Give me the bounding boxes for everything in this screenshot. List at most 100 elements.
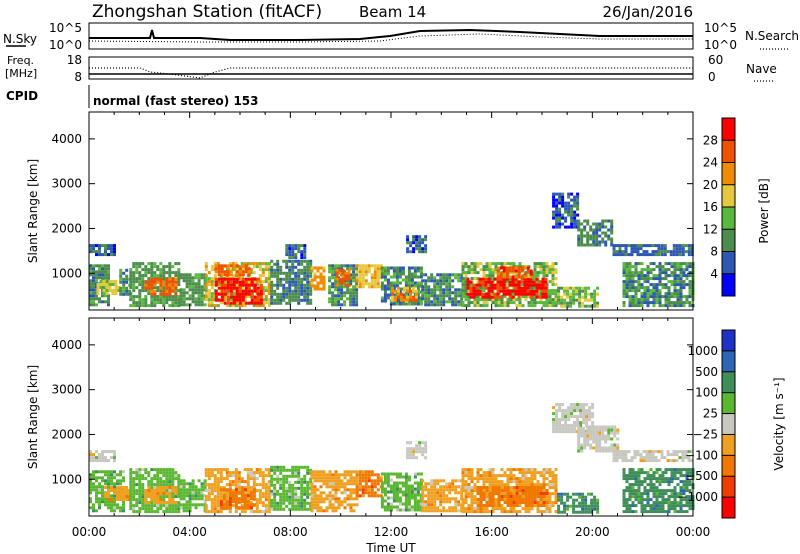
- power-cell: [259, 286, 263, 290]
- power-cell: [306, 262, 310, 266]
- power-cell: [658, 265, 662, 269]
- power-cell: [398, 272, 402, 276]
- power-cell: [552, 216, 556, 220]
- velocity-cell: [270, 507, 274, 511]
- velocity-cell: [593, 495, 597, 499]
- power-cell: [309, 298, 313, 302]
- velocity-cell: [144, 477, 148, 481]
- velocity-cell: [165, 495, 169, 499]
- velocity-cell: [89, 456, 92, 460]
- velocity-cell: [524, 471, 528, 475]
- power-cell: [241, 277, 245, 281]
- velocity-cell: [479, 477, 483, 481]
- power-cell: [392, 272, 396, 276]
- velocity-cell: [413, 472, 417, 476]
- velocity-cell: [177, 510, 181, 514]
- power-cell: [92, 288, 95, 292]
- power-cell: [129, 271, 133, 275]
- velocity-cell: [138, 474, 142, 478]
- power-cell: [291, 268, 295, 272]
- power-cell: [593, 295, 597, 299]
- velocity-cell: [500, 468, 504, 472]
- power-cell: [243, 304, 247, 308]
- velocity-cell: [207, 498, 211, 502]
- velocity-cell: [349, 473, 353, 477]
- power-cell: [386, 269, 390, 273]
- power-cell: [505, 286, 509, 290]
- power-cell: [165, 286, 169, 290]
- power-cell: [532, 280, 536, 284]
- power-cell: [570, 207, 574, 211]
- power-cell: [144, 283, 148, 287]
- power-cell: [544, 283, 548, 287]
- velocity-cell: [509, 498, 513, 502]
- power-cell: [561, 192, 565, 196]
- velocity-cell: [555, 421, 559, 425]
- power-cell: [232, 277, 236, 281]
- power-cell: [334, 288, 338, 292]
- velocity-cell: [188, 482, 192, 486]
- power-cell: [261, 280, 265, 284]
- velocity-cell: [413, 505, 417, 509]
- power-cell: [487, 277, 491, 281]
- power-cell: [99, 286, 103, 289]
- velocity-cell: [228, 491, 232, 495]
- power-cell: [376, 267, 380, 271]
- power-cell: [349, 288, 353, 292]
- power-cell: [676, 283, 680, 287]
- power-cell: [581, 295, 585, 299]
- power-cell: [361, 264, 365, 268]
- velocity-cell: [177, 492, 181, 496]
- velocity-cell: [228, 500, 232, 504]
- power-cell: [509, 277, 513, 281]
- power-cell: [542, 268, 546, 272]
- power-cell: [627, 244, 631, 248]
- power-cell: [678, 244, 682, 248]
- velocity-cell: [279, 492, 283, 496]
- velocity-cell: [367, 485, 371, 489]
- velocity-cell: [119, 495, 123, 498]
- velocity-cell: [461, 477, 465, 481]
- power-cell: [316, 266, 320, 270]
- velocity-cell: [237, 500, 241, 504]
- velocity-cell: [530, 492, 534, 495]
- power-cell: [622, 265, 626, 269]
- velocity-cell: [509, 510, 513, 514]
- power-cell: [395, 281, 399, 285]
- velocity-cell: [418, 444, 422, 448]
- power-cell: [285, 292, 289, 296]
- velocity-cell: [451, 488, 455, 492]
- power-cell: [496, 275, 500, 279]
- power-cell: [655, 286, 659, 290]
- power-cell: [191, 279, 195, 283]
- power-cell: [649, 271, 653, 275]
- power-cell: [95, 279, 98, 283]
- power-cell: [404, 302, 408, 306]
- velocity-cell: [264, 474, 268, 478]
- velocity-cell: [418, 441, 422, 445]
- power-cell: [220, 295, 224, 299]
- power-cell: [383, 287, 387, 291]
- power-cell: [615, 244, 619, 248]
- power-cell: [645, 253, 649, 257]
- velocity-cell: [560, 501, 564, 505]
- power-cell: [220, 277, 224, 281]
- power-cell: [622, 304, 626, 308]
- power-cell: [306, 268, 310, 272]
- velocity-cell: [177, 483, 181, 487]
- velocity-cell: [596, 498, 600, 502]
- velocity-cell: [219, 480, 223, 484]
- power-cell: [506, 280, 510, 284]
- power-cell: [144, 301, 148, 305]
- velocity-cell: [515, 498, 519, 501]
- power-cell: [673, 283, 677, 287]
- velocity-cell: [282, 498, 286, 502]
- power-cell: [476, 265, 480, 269]
- velocity-cell: [273, 495, 277, 499]
- power-cell: [551, 289, 555, 293]
- power-cell: [675, 253, 679, 257]
- velocity-cell: [566, 507, 570, 511]
- velocity-cell: [267, 498, 271, 502]
- power-cell: [291, 271, 295, 275]
- velocity-cell: [392, 484, 396, 488]
